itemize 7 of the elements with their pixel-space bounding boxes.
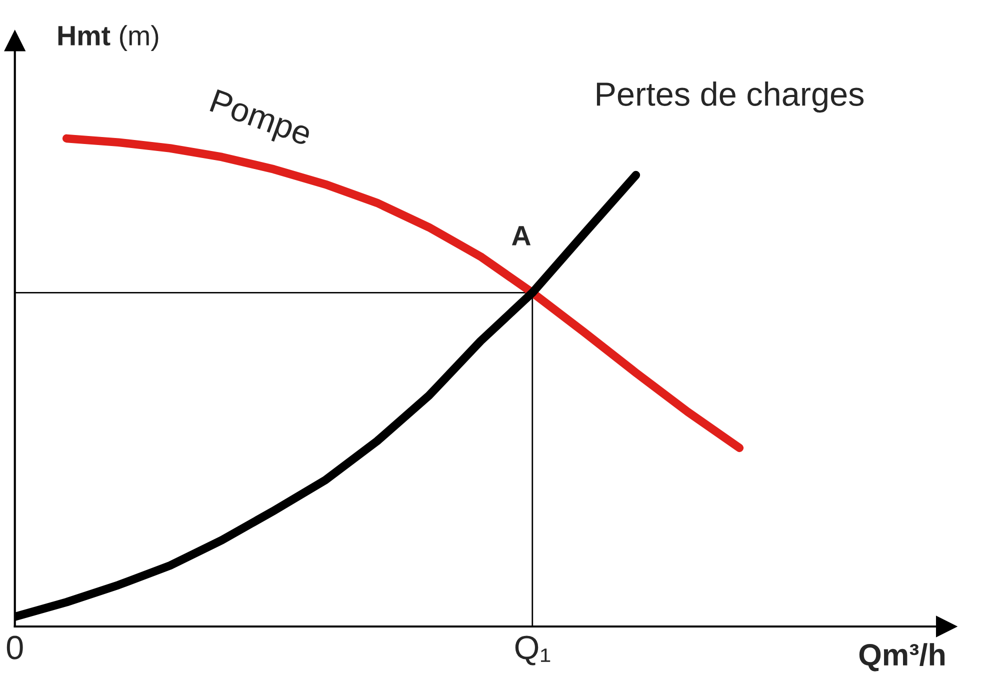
text: Pertes de charges bbox=[596, 82, 864, 113]
x-tick-label: Q₁ bbox=[515, 636, 550, 666]
y-axis-title: Hmt (m) bbox=[58, 25, 158, 52]
x-tick-label: 0 bbox=[6, 636, 23, 660]
text: Pompe bbox=[207, 89, 313, 152]
x-axis-title: Qm³/h bbox=[859, 643, 945, 672]
annotation: A bbox=[512, 226, 531, 246]
